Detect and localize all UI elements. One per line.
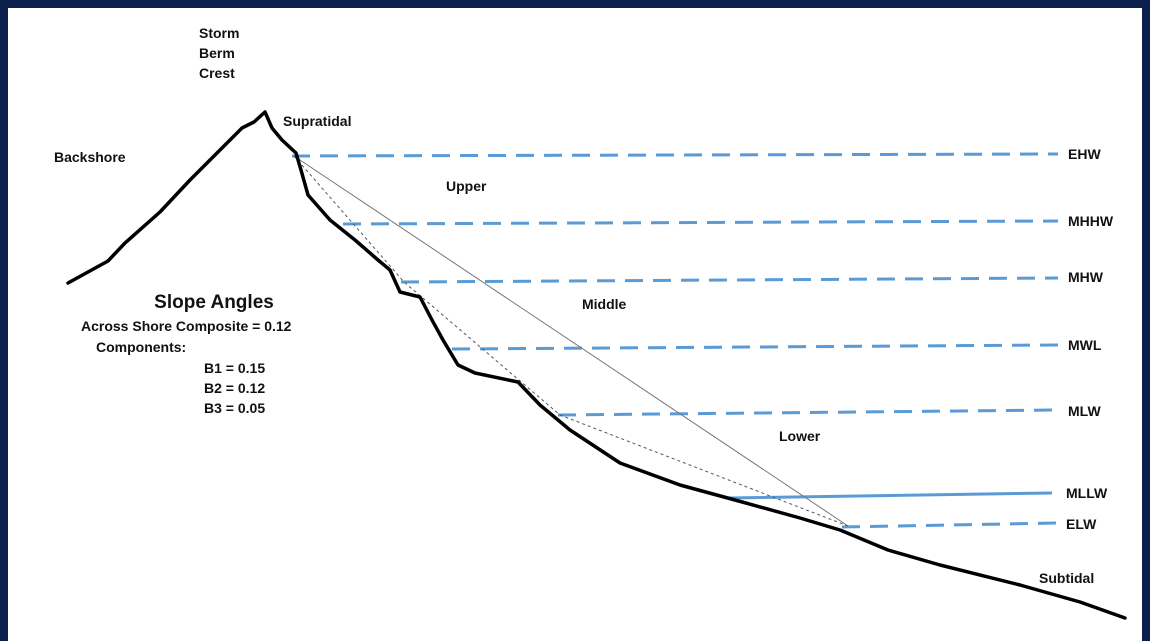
backshore-label: Backshore: [54, 149, 126, 165]
subtidal-label: Subtidal: [1039, 570, 1094, 586]
composite-slope-line: [293, 155, 849, 527]
zone-lower-label: Lower: [779, 428, 821, 444]
slope-guides: [293, 155, 849, 527]
storm-berm-crest-label: Storm Berm Crest: [199, 25, 243, 81]
component-b2: B2 = 0.12: [204, 380, 265, 396]
tide-line-mllw: [727, 491, 1053, 500]
beach-profile-line: [66, 110, 1127, 620]
beach-profile-diagram: Storm Berm Crest Backshore Supratidal Su…: [54, 25, 1127, 620]
tide-label-elw: ELW: [1066, 516, 1097, 532]
tide-label-mhw: MHW: [1068, 269, 1104, 285]
slope-angles-panel: Slope Angles Across Shore Composite = 0.…: [81, 292, 292, 416]
tide-lines: [291, 152, 1059, 529]
tide-label-mllw: MLLW: [1066, 485, 1108, 501]
tide-label-mhhw: MHHW: [1068, 213, 1114, 229]
zone-middle-label: Middle: [582, 296, 627, 312]
tide-line-elw: [841, 521, 1059, 529]
zone-upper-label: Upper: [446, 178, 487, 194]
components-label: Components:: [96, 339, 186, 355]
tide-line-ehw: [291, 152, 1059, 158]
tide-line-mlw: [557, 408, 1059, 417]
tide-line-mwl: [451, 343, 1059, 351]
composite-slope-text: Across Shore Composite = 0.12: [81, 318, 292, 334]
tide-label-mlw: MLW: [1068, 403, 1101, 419]
component-b3: B3 = 0.05: [204, 400, 265, 416]
component-b1: B1 = 0.15: [204, 360, 265, 376]
tide-label-ehw: EHW: [1068, 146, 1101, 162]
diagram-frame: Storm Berm Crest Backshore Supratidal Su…: [8, 8, 1142, 641]
slope-angles-title: Slope Angles: [154, 292, 274, 313]
tide-label-mwl: MWL: [1068, 337, 1102, 353]
tide-line-mhhw: [342, 219, 1059, 226]
supratidal-label: Supratidal: [283, 113, 351, 129]
tide-line-mhw: [400, 276, 1059, 284]
